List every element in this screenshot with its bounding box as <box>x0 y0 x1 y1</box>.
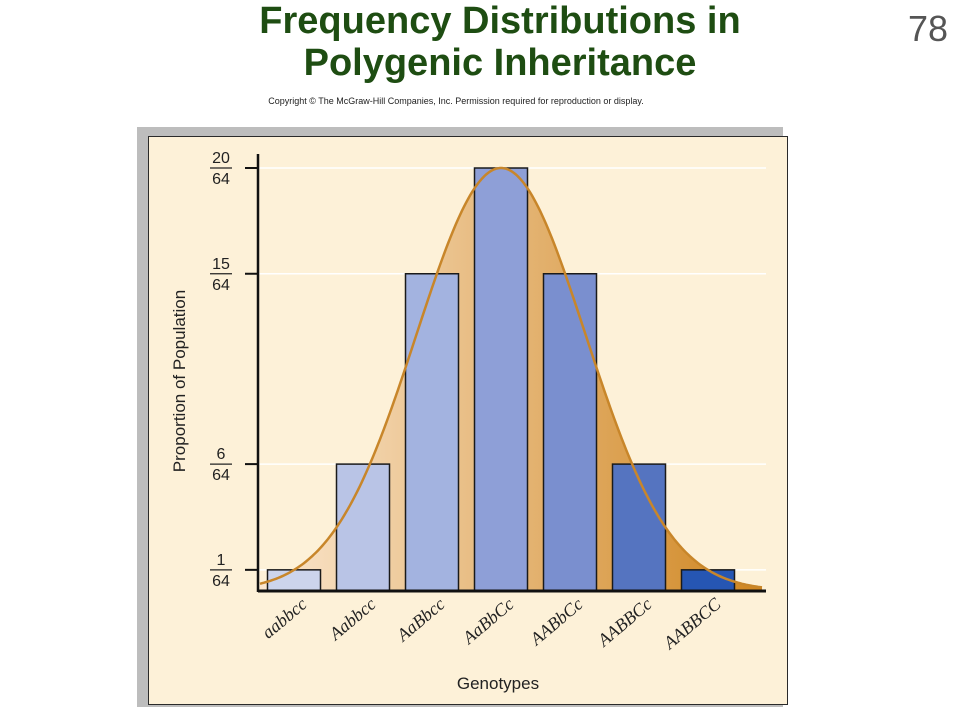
slide-title-line-1: Frequency Distributions in <box>259 0 741 42</box>
y-tick-denominator: 64 <box>212 573 230 590</box>
bar-AABBCC <box>680 569 736 592</box>
y-tick-denominator: 64 <box>212 277 230 294</box>
y-tick-denominator: 64 <box>212 171 230 188</box>
bar-AABbCc <box>542 273 598 592</box>
slide-title: Frequency Distributions in Polygenic Inh… <box>150 0 850 84</box>
distribution-curve <box>259 166 763 589</box>
y-tick-numerator: 20 <box>212 150 230 167</box>
copyright-notice: Copyright © The McGraw-Hill Companies, I… <box>268 96 644 106</box>
y-tick-numerator: 1 <box>217 552 226 569</box>
x-axis-label: Genotypes <box>457 674 539 693</box>
y-tick-1-64: 164 <box>210 552 258 590</box>
y-tick-numerator: 15 <box>212 256 230 273</box>
slide-number: 78 <box>907 8 948 49</box>
y-tick-denominator: 64 <box>212 467 230 484</box>
bar-AaBbCc <box>473 167 529 592</box>
bars <box>266 167 736 592</box>
y-tick-numerator: 6 <box>217 446 226 463</box>
bar-AaBbcc <box>404 273 460 592</box>
figure-frame: 20 64 15 64 6 64 1 64 aabbcc Aabbcc AaBbcc AaBbCc A… <box>148 136 788 705</box>
axes <box>256 154 766 593</box>
y-axis-label: Proportion of Population <box>170 290 189 472</box>
slide-title-line-2: Polygenic Inheritance <box>303 42 697 84</box>
bar-Aabbcc <box>335 463 391 592</box>
bar-AABBCc <box>611 463 667 592</box>
y-tick-6-64: 664 <box>210 446 258 484</box>
bar-aabbcc <box>266 569 322 592</box>
